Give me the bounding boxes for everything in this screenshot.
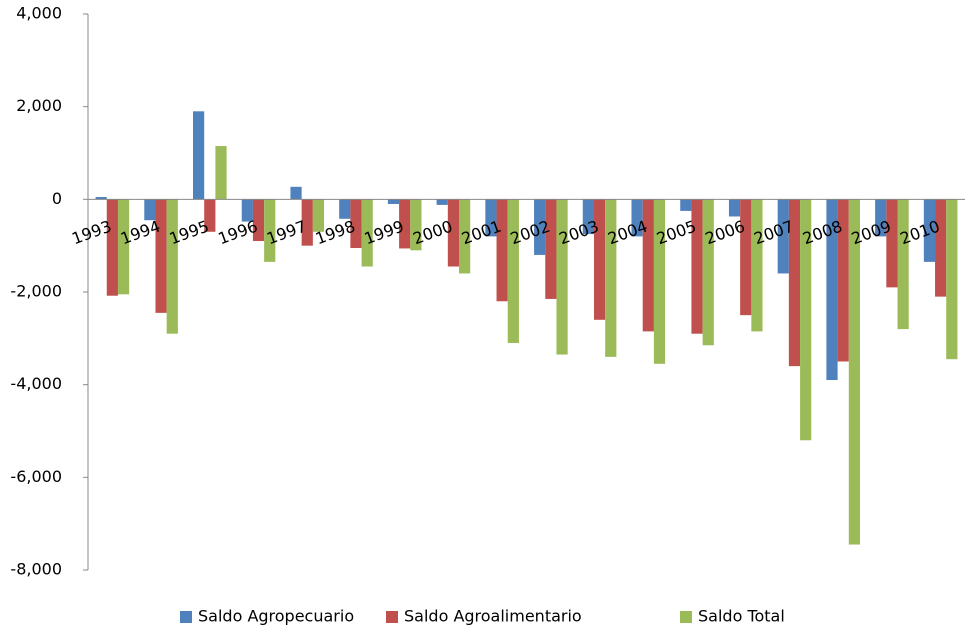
- bar: [215, 146, 227, 200]
- bar: [106, 199, 118, 296]
- bar: [339, 199, 351, 219]
- bar: [144, 199, 156, 221]
- legend-label: Saldo Agroalimentario: [404, 607, 582, 626]
- legend-label: Saldo Agropecuario: [198, 607, 354, 626]
- bar: [155, 199, 167, 313]
- bar: [204, 199, 216, 232]
- legend-swatch: [680, 611, 692, 623]
- y-tick-label: 4,000: [16, 4, 62, 23]
- y-tick-label: -4,000: [10, 374, 62, 393]
- bar: [387, 199, 400, 204]
- bar: [410, 199, 422, 251]
- bar: [702, 199, 714, 346]
- bar: [436, 199, 448, 205]
- y-tick-label: 0: [52, 189, 62, 208]
- bar: [740, 199, 752, 316]
- y-tick-label: -8,000: [10, 560, 62, 579]
- bar: [459, 199, 471, 274]
- bar: [777, 199, 789, 274]
- bar: [897, 199, 909, 330]
- bar: [95, 197, 107, 200]
- bar: [534, 199, 546, 255]
- bar: [241, 199, 253, 222]
- bar: [826, 199, 838, 381]
- bar: [837, 199, 849, 362]
- bar: [507, 199, 519, 343]
- bar: [361, 199, 373, 267]
- bar: [290, 186, 302, 200]
- bar: [545, 199, 557, 299]
- y-tick-label: -2,000: [10, 282, 62, 301]
- bar: [166, 199, 178, 334]
- bar: [886, 199, 898, 288]
- bar: [680, 199, 692, 211]
- bar: [946, 199, 958, 360]
- x-tick-label: 1996: [215, 217, 260, 249]
- bar: [399, 199, 411, 249]
- bar: [496, 199, 508, 302]
- legend-swatch: [180, 611, 192, 623]
- bar: [875, 199, 887, 237]
- bar: [935, 199, 947, 297]
- bar: [848, 199, 860, 545]
- bar: [605, 199, 617, 357]
- bar: [631, 199, 643, 237]
- legend-label: Saldo Total: [698, 607, 785, 626]
- bar: [193, 111, 205, 200]
- bar: [485, 199, 497, 237]
- bar: [800, 199, 812, 441]
- bar: [117, 199, 130, 295]
- bar: [301, 199, 313, 246]
- bar: [751, 199, 763, 332]
- bar: [252, 199, 265, 242]
- bar: [691, 199, 703, 334]
- bar: [642, 199, 654, 332]
- bar: [312, 199, 325, 232]
- y-tick-label: -6,000: [10, 467, 62, 486]
- bar: [582, 199, 594, 235]
- bar: [653, 199, 666, 364]
- bar: [593, 199, 606, 320]
- legend-swatch: [386, 611, 398, 623]
- bar: [788, 199, 801, 367]
- bar: [447, 199, 460, 267]
- bar: [350, 199, 362, 248]
- bar: [264, 199, 276, 262]
- bar: [923, 199, 936, 262]
- y-tick-label: 2,000: [16, 96, 62, 115]
- bar: [728, 199, 741, 217]
- bar: [556, 199, 568, 355]
